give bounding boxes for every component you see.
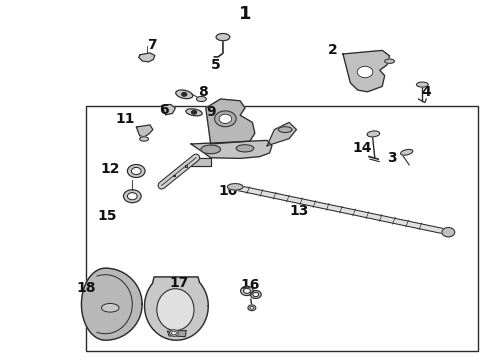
Circle shape — [250, 306, 254, 309]
Text: 9: 9 — [206, 105, 216, 118]
Circle shape — [127, 193, 137, 200]
Ellipse shape — [196, 96, 206, 102]
Circle shape — [248, 305, 256, 311]
Ellipse shape — [227, 184, 243, 190]
Circle shape — [357, 66, 373, 78]
Polygon shape — [172, 175, 175, 176]
Ellipse shape — [201, 145, 220, 154]
Circle shape — [127, 165, 145, 177]
Circle shape — [253, 292, 259, 297]
Polygon shape — [206, 99, 255, 144]
Polygon shape — [191, 140, 272, 158]
Text: 17: 17 — [169, 276, 189, 289]
Ellipse shape — [186, 109, 202, 116]
Ellipse shape — [278, 127, 292, 132]
Text: 1: 1 — [239, 5, 251, 23]
Ellipse shape — [416, 82, 428, 87]
Polygon shape — [81, 268, 142, 340]
Text: 14: 14 — [353, 141, 372, 154]
Circle shape — [442, 228, 455, 237]
Circle shape — [192, 111, 196, 114]
Polygon shape — [191, 158, 211, 166]
Polygon shape — [145, 277, 208, 340]
Text: 3: 3 — [387, 152, 397, 165]
Text: 8: 8 — [198, 85, 208, 99]
Text: 12: 12 — [100, 162, 120, 176]
Ellipse shape — [385, 59, 394, 63]
Circle shape — [241, 286, 253, 296]
Ellipse shape — [367, 131, 380, 137]
Text: 10: 10 — [218, 184, 238, 198]
Polygon shape — [168, 330, 186, 337]
Circle shape — [250, 291, 261, 298]
Polygon shape — [139, 53, 155, 62]
Text: 15: 15 — [97, 209, 117, 223]
Circle shape — [219, 114, 232, 123]
Ellipse shape — [236, 145, 254, 152]
Text: 18: 18 — [76, 281, 96, 295]
Text: 5: 5 — [211, 58, 220, 72]
Ellipse shape — [157, 289, 194, 330]
Polygon shape — [343, 50, 390, 92]
Circle shape — [131, 167, 141, 175]
Text: 6: 6 — [159, 103, 169, 117]
Polygon shape — [185, 165, 187, 167]
Circle shape — [182, 93, 187, 96]
Circle shape — [215, 111, 236, 127]
Ellipse shape — [176, 90, 193, 99]
Polygon shape — [267, 122, 296, 146]
Text: 2: 2 — [328, 44, 338, 57]
Text: 16: 16 — [240, 278, 260, 292]
Bar — [86, 106, 478, 351]
Circle shape — [123, 190, 141, 203]
Text: 11: 11 — [115, 112, 135, 126]
Circle shape — [170, 330, 178, 336]
Circle shape — [244, 288, 250, 293]
Text: 7: 7 — [147, 38, 157, 52]
Polygon shape — [162, 104, 175, 115]
Ellipse shape — [101, 303, 119, 312]
Ellipse shape — [216, 33, 230, 41]
Ellipse shape — [140, 137, 148, 141]
Ellipse shape — [401, 149, 413, 155]
Text: 13: 13 — [289, 204, 309, 217]
Text: 4: 4 — [421, 85, 431, 99]
Polygon shape — [136, 125, 153, 137]
Circle shape — [172, 331, 176, 335]
